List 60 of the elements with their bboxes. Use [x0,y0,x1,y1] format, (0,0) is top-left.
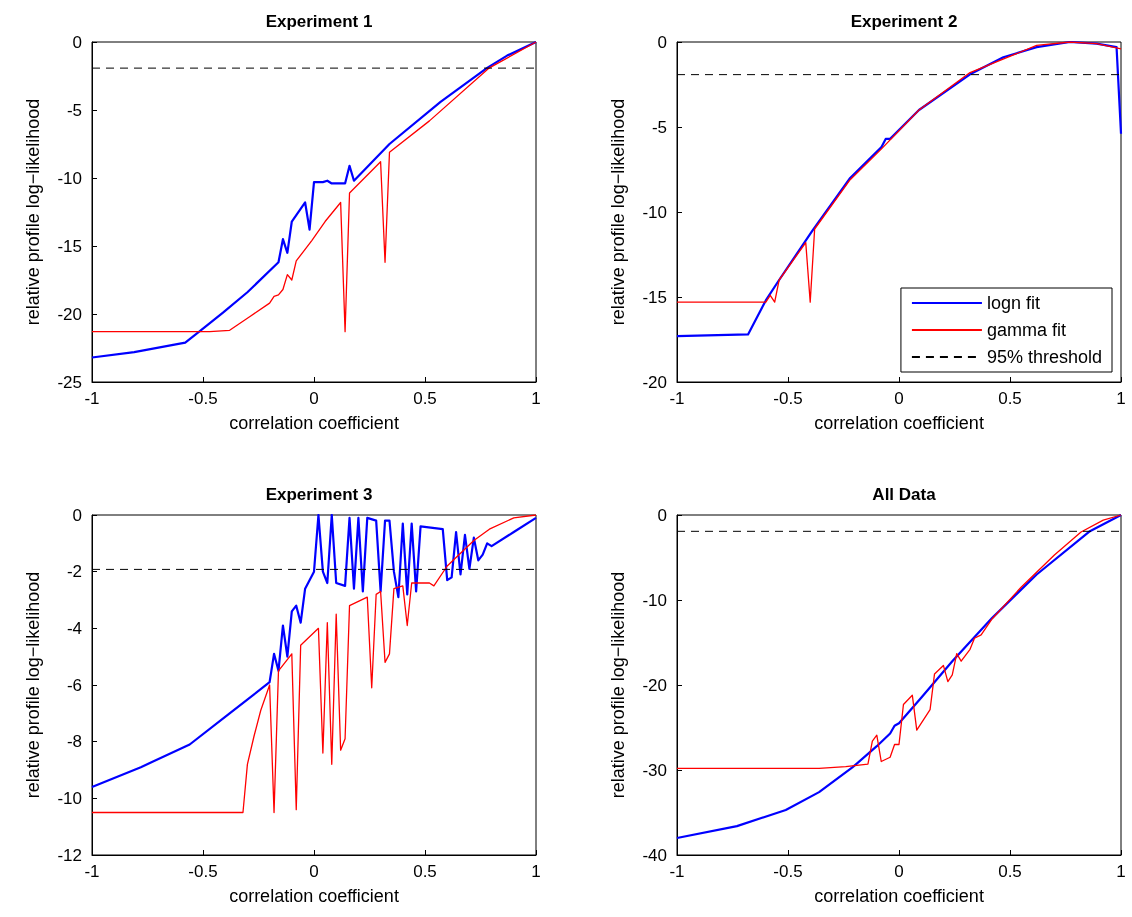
x-tick-label: 0.5 [413,389,437,408]
chart-title: Experiment 3 [265,485,373,504]
y-tick-label: -10 [57,788,82,808]
x-tick-label: 0.5 [998,389,1022,408]
line-series [675,513,1123,840]
x-tick-label: -0.5 [773,389,803,408]
x-axis-title: correlation coefficient [814,413,984,433]
legend-label: gamma fit [986,320,1066,340]
x-tick-label: 0 [309,862,319,881]
chart-title: Experiment 2 [850,12,958,31]
x-tick-label: 1 [531,862,541,881]
chart-title: All Data [872,485,937,504]
x-tick-label: 1 [1116,862,1126,881]
y-tick-label: -8 [66,732,82,752]
x-tick-label: 0 [309,389,319,408]
x-axis-title: correlation coefficient [229,413,399,433]
x-tick-label: -1 [84,389,100,408]
legend-label: logn fit [986,293,1040,313]
y-tick-label: 0 [72,32,82,52]
y-tick-label: 0 [657,32,667,52]
line-series [676,514,1122,769]
x-tick-label: 0.5 [998,862,1022,881]
y-tick-label: -15 [57,236,82,256]
y-tick-label: -2 [66,562,82,582]
y-axis-title: relative profile log−likelihood [608,98,628,326]
x-tick-label: -0.5 [188,862,218,881]
legend-label: 95% threshold [986,347,1102,367]
x-tick-label: 0 [894,862,904,881]
y-axis-title: relative profile log−likelihood [23,571,43,799]
y-tick-label: -30 [642,760,667,780]
y-tick-label: -6 [66,675,82,695]
x-tick-label: -0.5 [188,389,218,408]
x-tick-label: -1 [669,389,685,408]
y-tick-label: -5 [651,117,667,137]
x-tick-label: -1 [669,862,685,881]
y-tick-label: -20 [642,675,667,695]
x-tick-label: 0.5 [413,862,437,881]
y-tick-label: -4 [66,618,82,638]
x-tick-label: 1 [531,389,541,408]
y-tick-label: -20 [57,304,82,324]
x-tick-label: 0 [894,389,904,408]
x-tick-label: -1 [84,862,100,881]
y-tick-label: -10 [642,202,667,222]
y-tick-label: 0 [72,505,82,525]
y-tick-label: -10 [57,168,82,188]
chart-title: Experiment 1 [265,12,373,31]
x-tick-label: -0.5 [773,862,803,881]
y-tick-label: -10 [642,590,667,610]
y-tick-label: -15 [642,287,667,307]
y-axis-title: relative profile log−likelihood [23,98,43,326]
y-axis-title: relative profile log−likelihood [608,571,628,799]
y-tick-label: -40 [642,845,667,865]
y-tick-label: -5 [66,100,82,120]
x-axis-title: correlation coefficient [229,886,399,906]
y-tick-label: -12 [57,845,82,865]
y-tick-label: 0 [657,505,667,525]
y-tick-label: -20 [642,372,667,392]
y-tick-label: -25 [57,372,82,392]
x-tick-label: 1 [1116,389,1126,408]
x-axis-title: correlation coefficient [814,886,984,906]
